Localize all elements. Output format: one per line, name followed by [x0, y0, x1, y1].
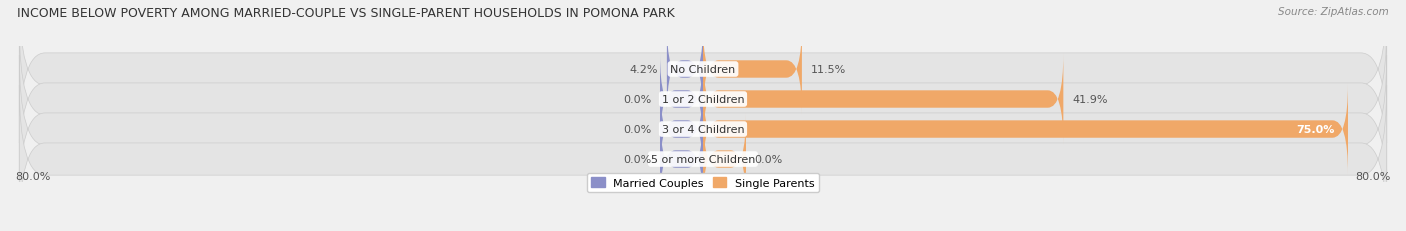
Text: 75.0%: 75.0% [1296, 125, 1336, 134]
Text: 0.0%: 0.0% [623, 95, 651, 105]
FancyBboxPatch shape [659, 114, 703, 204]
Text: No Children: No Children [671, 65, 735, 75]
FancyBboxPatch shape [20, 56, 1386, 203]
Text: 0.0%: 0.0% [755, 154, 783, 164]
Text: 11.5%: 11.5% [810, 65, 846, 75]
FancyBboxPatch shape [703, 55, 1063, 145]
Text: 4.2%: 4.2% [630, 65, 658, 75]
FancyBboxPatch shape [20, 0, 1386, 143]
Text: 3 or 4 Children: 3 or 4 Children [662, 125, 744, 134]
FancyBboxPatch shape [20, 26, 1386, 173]
Text: 80.0%: 80.0% [15, 171, 51, 181]
FancyBboxPatch shape [703, 24, 801, 115]
Text: 80.0%: 80.0% [1355, 171, 1391, 181]
Text: 0.0%: 0.0% [623, 125, 651, 134]
Legend: Married Couples, Single Parents: Married Couples, Single Parents [586, 173, 820, 192]
FancyBboxPatch shape [659, 84, 703, 175]
Text: 1 or 2 Children: 1 or 2 Children [662, 95, 744, 105]
FancyBboxPatch shape [703, 84, 1348, 175]
Text: 5 or more Children: 5 or more Children [651, 154, 755, 164]
FancyBboxPatch shape [659, 55, 703, 145]
Text: 0.0%: 0.0% [623, 154, 651, 164]
FancyBboxPatch shape [666, 24, 703, 115]
Text: Source: ZipAtlas.com: Source: ZipAtlas.com [1278, 7, 1389, 17]
FancyBboxPatch shape [20, 86, 1386, 231]
FancyBboxPatch shape [703, 114, 747, 204]
Text: INCOME BELOW POVERTY AMONG MARRIED-COUPLE VS SINGLE-PARENT HOUSEHOLDS IN POMONA : INCOME BELOW POVERTY AMONG MARRIED-COUPL… [17, 7, 675, 20]
Text: 41.9%: 41.9% [1071, 95, 1108, 105]
